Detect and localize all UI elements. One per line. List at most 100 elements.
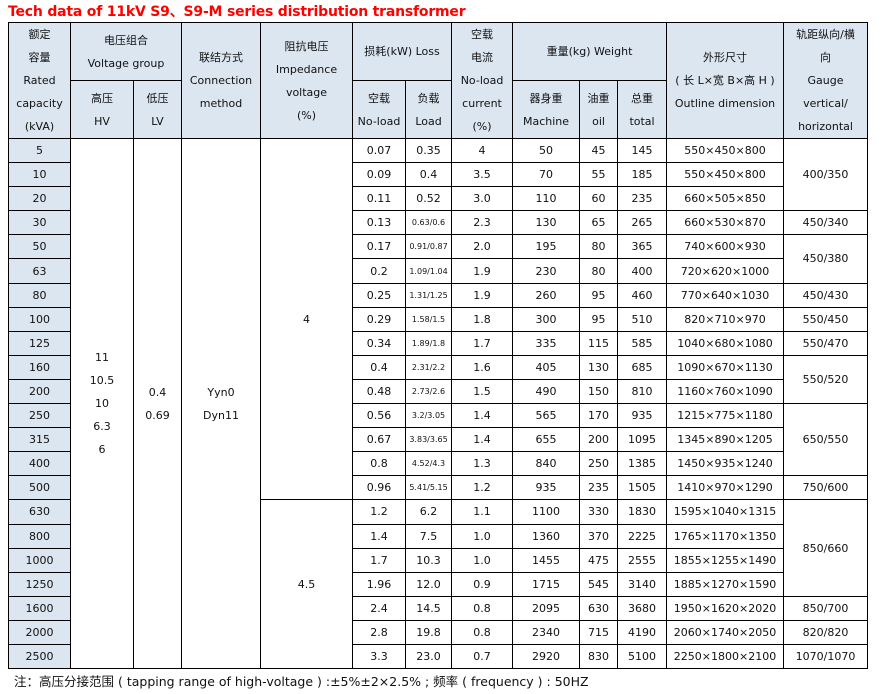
header-line: 器身重 [529, 91, 563, 105]
header-line: 电流 [471, 51, 494, 64]
total-weight-cell: 3680 [617, 595, 668, 621]
capacity-cell: 80 [8, 282, 71, 308]
no-load-loss-cell: 0.09 [352, 162, 406, 188]
outline-dimension-cell: 720×620×1000 [666, 258, 785, 284]
hv-cell-value: 10.5 [89, 374, 115, 388]
no-load-loss-cell: 3.3 [352, 643, 406, 670]
load-loss-cell: 0.91/0.87 [404, 234, 453, 260]
machine-weight-cell: 2340 [512, 619, 581, 645]
header-hv: 高压 HV [70, 80, 134, 139]
no-load-current-cell: 0.9 [451, 571, 514, 597]
no-load-loss-cell: 0.11 [352, 186, 406, 212]
machine-weight-cell: 50 [512, 137, 581, 164]
oil-weight-cell: 60 [579, 186, 619, 212]
no-load-loss-cell: 1.7 [352, 547, 406, 573]
capacity-cell: 2500 [8, 643, 71, 670]
table-row: 500 0.96 5.41/5.15 1.2 935 235 1505 1410×970×12… [8, 475, 869, 501]
total-weight-cell: 4190 [617, 619, 668, 645]
total-weight-cell: 145 [617, 137, 668, 164]
header-line: 外形尺寸 [703, 51, 748, 64]
no-load-current-cell: 2.3 [451, 210, 514, 236]
lv-cell: 0.4 0.69 [133, 137, 182, 670]
load-loss-cell: 1.31/1.25 [404, 282, 453, 308]
load-loss-cell: 12.0 [404, 571, 453, 597]
no-load-current-cell: 1.4 [451, 427, 514, 453]
header-weight: 重量(kg) Weight [512, 22, 668, 81]
table-row: 400 0.8 4.52/4.3 1.3 840 250 1385 1450×935×1240 [8, 451, 868, 477]
total-weight-cell: 2225 [617, 523, 668, 549]
capacity-cell: 1600 [8, 595, 71, 621]
oil-weight-cell: 150 [579, 378, 619, 405]
total-weight-cell: 810 [617, 378, 668, 405]
machine-weight-cell: 130 [512, 210, 581, 236]
hv-cell-value: 10 [95, 397, 109, 411]
load-loss-cell: 1.09/1.04 [404, 258, 453, 284]
outline-dimension-cell: 1160×760×1090 [666, 378, 785, 405]
gauge-cell: 750/600 [783, 475, 869, 501]
oil-weight-cell: 115 [579, 330, 619, 356]
gauge-cell: 850/660 [783, 499, 869, 597]
header-line: No-load [460, 74, 504, 87]
no-load-current-cell: 1.1 [451, 499, 514, 525]
no-load-current-cell: 1.8 [451, 306, 514, 332]
no-load-loss-cell: 0.25 [352, 282, 406, 308]
table-row: 1250 1.96 12.0 0.9 1715 545 3140 1885×1270×1590 [8, 571, 868, 597]
no-load-current-cell: 0.7 [451, 643, 514, 670]
load-loss-cell: 7.5 [404, 523, 453, 549]
capacity-cell: 2000 [8, 619, 71, 645]
header-line: Gauge [807, 74, 844, 87]
no-load-loss-cell: 0.34 [352, 330, 406, 356]
connection-cell-value: Yyn0 [207, 385, 235, 399]
header-line: 低压 [146, 91, 169, 105]
gauge-cell: 450/380 [783, 234, 869, 284]
total-weight-cell: 1830 [617, 499, 668, 525]
machine-weight-cell: 300 [512, 306, 581, 332]
machine-weight-cell: 1100 [512, 499, 581, 525]
outline-dimension-cell: 1450×935×1240 [666, 451, 785, 477]
machine-weight-cell: 2095 [512, 595, 581, 621]
oil-weight-cell: 250 [579, 451, 619, 477]
outline-dimension-cell: 1885×1270×1590 [666, 571, 785, 597]
lv-cell-value: 0.4 [148, 385, 167, 399]
header-no-load-loss: 空载 No-load [352, 80, 406, 139]
header-line: (%) [472, 120, 492, 133]
oil-weight-cell: 200 [579, 427, 619, 453]
no-load-current-cell: 1.0 [451, 523, 514, 549]
machine-weight-cell: 1455 [512, 547, 581, 573]
header-connection: 联结方式 Connection method [181, 22, 261, 139]
header-voltage-group: 电压组合 Voltage group [70, 22, 182, 81]
oil-weight-cell: 45 [579, 137, 619, 164]
header-outline: 外形尺寸 ( 长 L×宽 B×高 H ) Outline dimension [666, 22, 785, 139]
outline-dimension-cell: 2060×1740×2050 [666, 619, 785, 645]
no-load-current-cell: 2.0 [451, 234, 514, 260]
machine-weight-cell: 335 [512, 330, 581, 356]
header-line: (%) [296, 108, 317, 122]
no-load-current-cell: 3.0 [451, 186, 514, 212]
oil-weight-cell: 95 [579, 282, 619, 308]
header-machine: 器身重 Machine [512, 80, 581, 139]
header-line: 负载 [417, 91, 440, 105]
table-row: 50 0.17 0.91/0.87 2.0 195 80 365 740×600×930 450… [8, 234, 869, 284]
no-load-current-cell: 1.0 [451, 547, 514, 573]
hv-cell-value: 6.3 [93, 420, 111, 434]
table-row: 1000 1.7 10.3 1.0 1455 475 2555 1855×1255×1490 [8, 547, 868, 573]
machine-weight-cell: 70 [512, 162, 581, 188]
header-line: Connection [189, 74, 253, 87]
header-line: voltage [285, 85, 328, 99]
table-row: 10 0.09 0.4 3.5 70 55 185 550×450×800 [8, 162, 868, 188]
header-line: method [199, 97, 243, 110]
header-line: 容量 [28, 51, 51, 64]
capacity-cell: 400 [8, 451, 71, 477]
no-load-loss-cell: 0.17 [352, 234, 406, 260]
total-weight-cell: 460 [617, 282, 668, 308]
no-load-loss-cell: 0.67 [352, 427, 406, 453]
total-weight-cell: 510 [617, 306, 668, 332]
table-row: 800 1.4 7.5 1.0 1360 370 2225 1765×1170×1350 [8, 523, 868, 549]
header-line: 损耗(kW) Loss [364, 45, 440, 58]
no-load-loss-cell: 0.13 [352, 210, 406, 236]
header-line: 重量(kg) Weight [546, 45, 633, 58]
no-load-loss-cell: 0.48 [352, 378, 406, 405]
table-row: 160 0.4 2.31/2.2 1.6 405 130 685 1090×670×1130 5… [8, 354, 869, 405]
header-total: 总重 total [617, 80, 668, 139]
outline-dimension-cell: 1090×670×1130 [666, 354, 785, 380]
